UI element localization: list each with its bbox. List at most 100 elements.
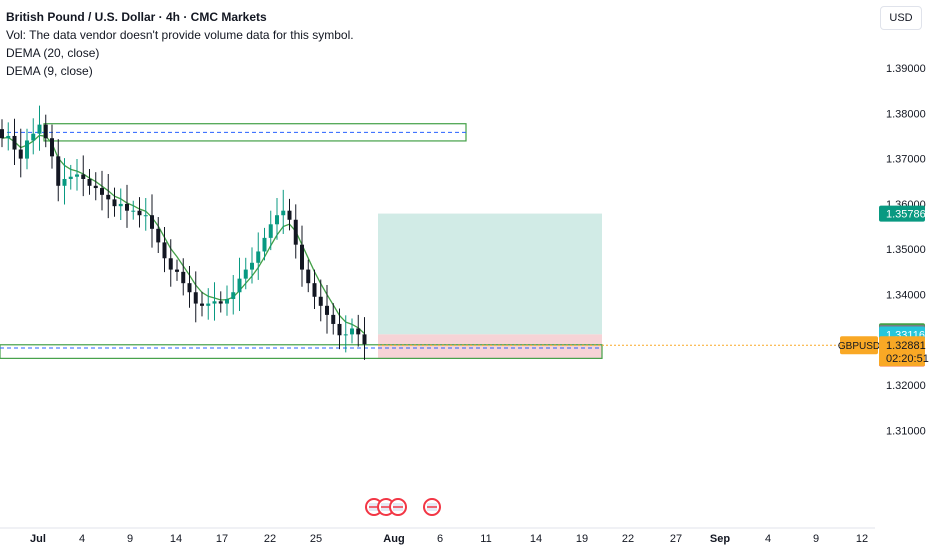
- candle: [87, 178, 92, 186]
- candle: [325, 305, 329, 315]
- time-tick-label: 12: [856, 533, 868, 545]
- candle: [206, 303, 211, 306]
- time-tick-label: 27: [670, 533, 682, 545]
- stop-zone: [378, 334, 602, 359]
- price-axis[interactable]: 1.390001.380001.370001.360001.350001.340…: [879, 63, 929, 437]
- candle: [243, 269, 248, 279]
- candle: [200, 303, 204, 306]
- candle: [268, 224, 273, 238]
- candle: [168, 258, 173, 270]
- candle: [193, 292, 198, 304]
- candle: [237, 278, 242, 293]
- time-tick-label: 19: [576, 533, 588, 545]
- candle: [137, 210, 142, 216]
- long-position-tool[interactable]: [378, 213, 602, 359]
- time-axis[interactable]: Jul 4 9 14 17 22 25 Aug 6 11 14 19 22 27 Sep 4 9 12: [30, 533, 868, 545]
- candle: [300, 244, 304, 270]
- candle: [181, 271, 186, 284]
- candle: [250, 262, 254, 270]
- candle: [6, 135, 11, 139]
- candle: [281, 210, 286, 216]
- time-tick-label: Aug: [383, 533, 404, 545]
- time-tick-label: 25: [310, 533, 322, 545]
- price-line: GBPUSD: [378, 336, 880, 355]
- price-tick-label: 1.31000: [886, 425, 926, 437]
- candle: [150, 215, 154, 229]
- candle: [212, 301, 217, 304]
- candle: [50, 138, 54, 157]
- time-tick-label: 4: [765, 533, 771, 545]
- candle: [112, 199, 117, 207]
- price-tick-label: 1.39000: [886, 63, 926, 75]
- chart-legend: British Pound / U.S. Dollar · 4h · CMC M…: [6, 8, 354, 80]
- candle: [331, 314, 336, 324]
- demand-zone: [0, 344, 603, 359]
- candle: [287, 210, 292, 220]
- time-tick-label: 14: [170, 533, 182, 545]
- candle: [75, 174, 79, 177]
- candle: [0, 129, 4, 139]
- candle: [37, 124, 42, 134]
- candle: [362, 334, 367, 345]
- candle: [218, 301, 223, 304]
- candle: [275, 215, 279, 225]
- economic-events[interactable]: [365, 498, 441, 516]
- time-tick-label: 11: [480, 533, 491, 545]
- time-tick-label: Jul: [30, 533, 46, 545]
- candle: [312, 283, 317, 297]
- candle: [175, 269, 179, 272]
- time-tick-label: 9: [813, 533, 819, 545]
- time-tick-label: 9: [127, 533, 133, 545]
- candle: [43, 124, 48, 139]
- candles: [0, 105, 367, 360]
- candle: [18, 149, 23, 159]
- candle: [356, 328, 361, 335]
- price-tick-label: 1.32000: [886, 380, 926, 392]
- time-tick-label: 14: [530, 533, 542, 545]
- price-tick-label: 1.35000: [886, 244, 926, 256]
- indicator-dema-20[interactable]: DEMA (20, close): [6, 46, 100, 60]
- candle: [231, 292, 236, 300]
- candle: [225, 299, 229, 304]
- time-tick-label: 22: [622, 533, 634, 545]
- time-tick-label: 17: [216, 533, 228, 545]
- candle: [262, 237, 267, 252]
- candle: [56, 156, 61, 186]
- volume-note: Vol: The data vendor doesn't provide vol…: [6, 28, 354, 42]
- target-zone: [378, 213, 602, 335]
- candle: [100, 188, 104, 195]
- candle: [68, 176, 73, 179]
- candle: [162, 242, 167, 259]
- price-tick-label: 1.37000: [886, 154, 926, 166]
- time-tick-label: Sep: [710, 533, 730, 545]
- indicator-dema-9[interactable]: DEMA (9, close): [6, 64, 93, 78]
- current-price-label: [879, 336, 925, 367]
- candle: [106, 194, 111, 200]
- candle: [256, 251, 261, 263]
- candle: [62, 178, 67, 186]
- candle: [156, 228, 161, 243]
- candle: [293, 219, 298, 245]
- candle: [187, 283, 192, 293]
- candle: [118, 203, 123, 207]
- candle: [12, 135, 17, 150]
- price-label-text: 1.35786: [886, 209, 926, 221]
- candle: [337, 323, 342, 336]
- price-tick-label: 1.38000: [886, 108, 926, 120]
- candle: [143, 215, 148, 217]
- currency-button[interactable]: USD: [880, 6, 922, 30]
- candle: [31, 133, 36, 141]
- candle: [350, 328, 354, 335]
- time-tick-label: 6: [437, 533, 443, 545]
- price-tick-label: 1.34000: [886, 290, 926, 302]
- candle: [131, 210, 136, 212]
- candle: [25, 140, 29, 159]
- current-price-value: 1.32881: [886, 340, 926, 352]
- price-label: [879, 205, 925, 222]
- time-tick-label: 22: [264, 533, 276, 545]
- symbol-tag: [840, 336, 878, 355]
- symbol-title[interactable]: British Pound / U.S. Dollar · 4h · CMC M…: [6, 10, 267, 24]
- candle: [93, 185, 98, 189]
- candle: [306, 269, 311, 284]
